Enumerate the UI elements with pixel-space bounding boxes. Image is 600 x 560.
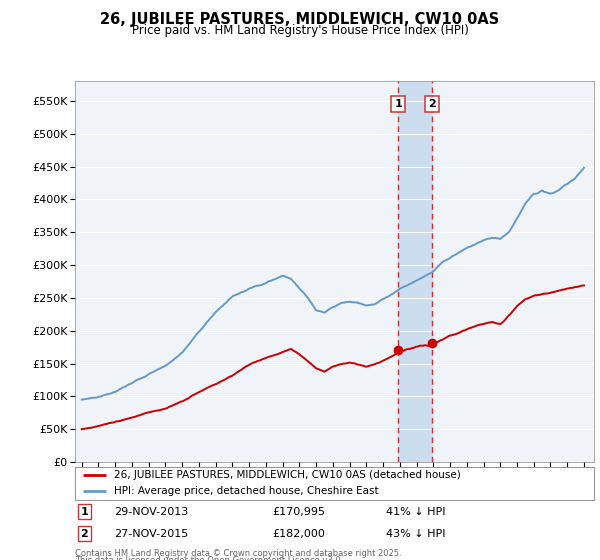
Text: 2: 2	[80, 529, 88, 539]
Text: 26, JUBILEE PASTURES, MIDDLEWICH, CW10 0AS: 26, JUBILEE PASTURES, MIDDLEWICH, CW10 0…	[100, 12, 500, 27]
Text: £182,000: £182,000	[272, 529, 325, 539]
Text: This data is licensed under the Open Government Licence v3.0.: This data is licensed under the Open Gov…	[75, 556, 343, 560]
Text: 27-NOV-2015: 27-NOV-2015	[114, 529, 188, 539]
Text: Contains HM Land Registry data © Crown copyright and database right 2025.: Contains HM Land Registry data © Crown c…	[75, 549, 401, 558]
Text: HPI: Average price, detached house, Cheshire East: HPI: Average price, detached house, Ches…	[114, 487, 379, 496]
Text: Price paid vs. HM Land Registry's House Price Index (HPI): Price paid vs. HM Land Registry's House …	[131, 24, 469, 36]
Text: 2: 2	[428, 99, 436, 109]
Text: 41% ↓ HPI: 41% ↓ HPI	[386, 507, 446, 517]
Text: 29-NOV-2013: 29-NOV-2013	[114, 507, 188, 517]
Text: £170,995: £170,995	[272, 507, 325, 517]
Text: 1: 1	[395, 99, 402, 109]
Text: 1: 1	[80, 507, 88, 517]
Text: 26, JUBILEE PASTURES, MIDDLEWICH, CW10 0AS (detached house): 26, JUBILEE PASTURES, MIDDLEWICH, CW10 0…	[114, 470, 461, 480]
Text: 43% ↓ HPI: 43% ↓ HPI	[386, 529, 446, 539]
FancyBboxPatch shape	[75, 467, 594, 500]
Bar	[398, 81, 432, 462]
